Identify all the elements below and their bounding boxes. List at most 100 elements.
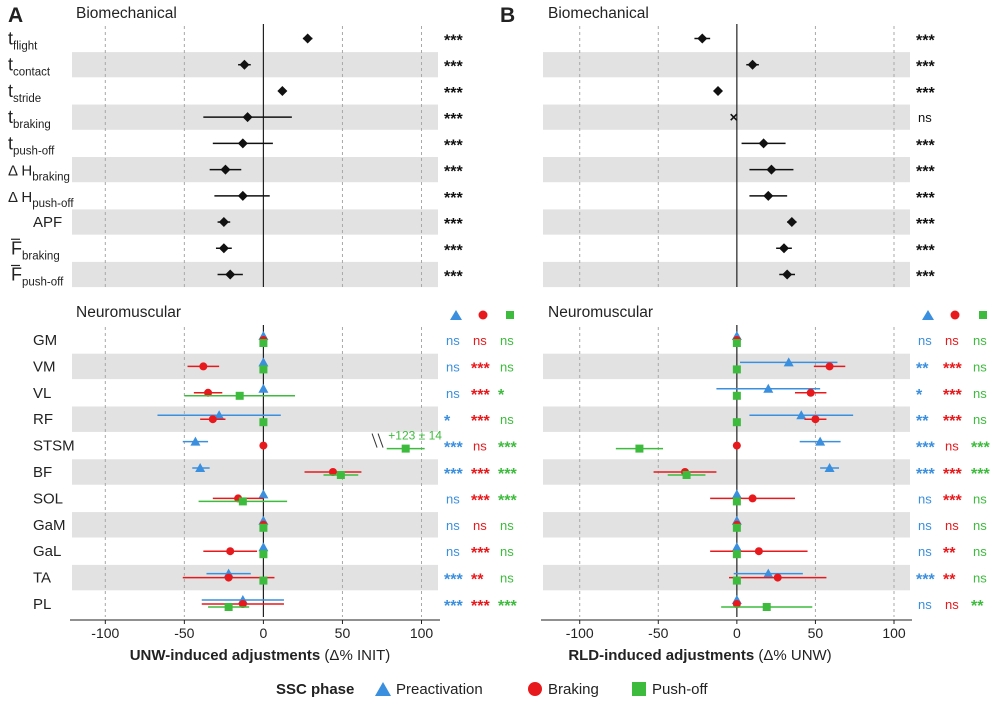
row: RF * *** ns — [33, 410, 514, 430]
significance-label: ns — [500, 359, 514, 374]
x-tick-label: -50 — [174, 625, 194, 641]
preactivation-marker — [731, 489, 742, 499]
significance-label: ns — [945, 439, 959, 454]
row: ns ** ns — [710, 542, 987, 562]
significance-label: *** — [444, 598, 463, 615]
diamond-marker — [242, 112, 253, 123]
row-label: Fbraking — [11, 238, 60, 262]
row: tbraking *** — [8, 107, 463, 131]
significance-label: *** — [444, 33, 463, 50]
push-off-marker — [336, 471, 345, 479]
row: *** — [776, 242, 935, 259]
significance-label: *** — [444, 164, 463, 181]
significance-label: ns — [918, 544, 932, 559]
preactivation-marker — [258, 489, 269, 499]
significance-label: *** — [943, 387, 962, 404]
row-label: RF — [33, 411, 53, 428]
row: * *** ns — [716, 383, 987, 404]
significance-label: ** — [943, 572, 956, 589]
significance-label: *** — [471, 387, 490, 404]
push-off-marker — [732, 365, 741, 374]
significance-label: ns — [973, 571, 987, 586]
row: *****ns — [729, 568, 987, 589]
row-band — [72, 209, 438, 235]
significance-label: *** — [471, 598, 490, 615]
significance-label: *** — [916, 164, 935, 181]
significance-label: *** — [444, 85, 463, 102]
preactivation-marker — [763, 383, 774, 393]
significance-label: ns — [500, 333, 514, 348]
significance-label: ns — [473, 439, 487, 454]
significance-label: *** — [971, 466, 990, 483]
x-tick-label: -100 — [91, 625, 119, 641]
panel-label: B — [500, 4, 515, 27]
push-off-marker — [259, 365, 268, 374]
braking-marker — [224, 573, 233, 582]
braking-marker — [238, 600, 247, 608]
row-label: tflight — [8, 29, 38, 53]
row: tcontact *** — [8, 55, 463, 79]
row-label: Δ Hbraking — [8, 163, 70, 184]
push-off-marker — [732, 576, 741, 585]
braking-marker — [811, 415, 820, 424]
legend-square-icon — [632, 682, 646, 696]
row: APF *** — [33, 214, 463, 233]
row-label: GaM — [33, 517, 66, 534]
significance-label: ns — [973, 333, 987, 348]
significance-label: ns — [500, 544, 514, 559]
row-label: TA — [33, 570, 51, 587]
braking-marker — [204, 388, 213, 397]
row: *****ns — [732, 410, 987, 430]
significance-label: ns — [500, 412, 514, 427]
significance-label: ns — [918, 518, 932, 533]
braking-marker — [806, 388, 815, 397]
significance-label: ** — [943, 545, 956, 562]
braking-marker — [825, 362, 834, 371]
braking-marker — [748, 494, 757, 503]
diamond-marker — [218, 217, 229, 228]
diamond-marker — [763, 190, 774, 201]
row: *** — [694, 33, 935, 50]
push-off-marker — [401, 444, 410, 453]
significance-label: *** — [444, 268, 463, 285]
significance-label: ns — [446, 491, 460, 506]
preactivation-marker — [258, 357, 269, 367]
significance-label: * — [498, 387, 505, 404]
diamond-marker — [730, 113, 738, 121]
legend-circle-icon — [528, 682, 542, 696]
row-band — [72, 52, 438, 78]
x-tick-label: -50 — [648, 625, 668, 641]
header-triangle-icon — [922, 310, 934, 320]
row: ns — [730, 110, 932, 125]
legend-label-braking: Braking — [548, 681, 599, 698]
row-label: tbraking — [8, 107, 51, 131]
significance-label: *** — [444, 466, 463, 483]
row-label: tstride — [8, 81, 41, 105]
legend-label-push-off: Push-off — [652, 681, 708, 698]
significance-label: ** — [971, 598, 984, 615]
braking-marker — [208, 415, 217, 424]
row: *****ns — [732, 357, 987, 377]
header-square-icon — [506, 311, 514, 319]
significance-label: *** — [444, 440, 463, 457]
braking-marker — [328, 468, 337, 476]
row: *** *** *** — [653, 463, 990, 483]
braking-marker — [226, 547, 235, 556]
significance-label: *** — [444, 572, 463, 589]
significance-label: *** — [471, 360, 490, 377]
braking-marker — [199, 362, 208, 371]
row-label: VM — [33, 358, 56, 375]
panel-B: B Biomechanical*********ns***************… — [500, 4, 990, 664]
preactivation-marker — [731, 542, 742, 552]
x-tick-label: 0 — [260, 625, 268, 641]
row-label: PL — [33, 596, 51, 613]
significance-label: *** — [916, 85, 935, 102]
preactivation-marker — [796, 410, 807, 420]
significance-label: *** — [498, 492, 517, 509]
row-label: APF — [33, 214, 62, 231]
push-off-marker — [635, 444, 644, 453]
diamond-marker — [239, 59, 250, 70]
significance-label: * — [916, 387, 923, 404]
